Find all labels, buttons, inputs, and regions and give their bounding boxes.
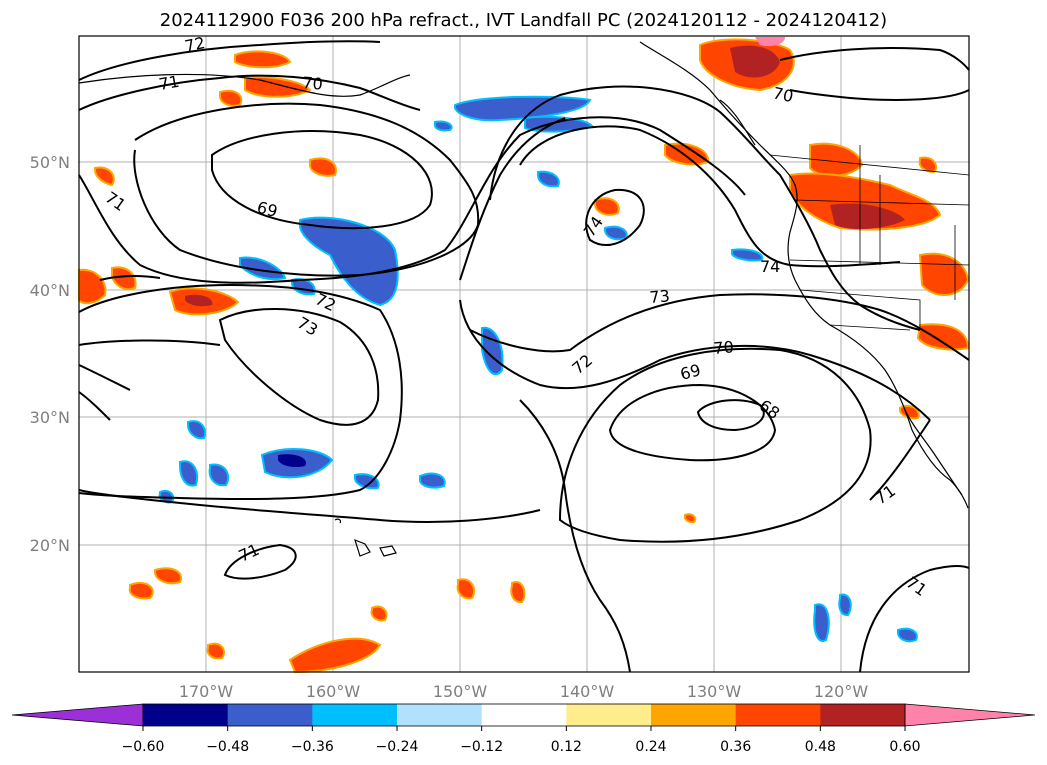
lon-label: 130°W bbox=[687, 682, 742, 701]
lon-label: 140°W bbox=[560, 682, 615, 701]
contour-label: 70 bbox=[713, 337, 735, 358]
colorbar-tick-label: −0.60 bbox=[122, 739, 165, 755]
contour-label: 71 bbox=[871, 481, 899, 508]
lon-label: 150°W bbox=[433, 682, 488, 701]
colorbar-segments bbox=[11, 703, 1036, 727]
colorbar-segment bbox=[820, 704, 906, 726]
coastlines bbox=[78, 41, 969, 557]
contour-label: 71 bbox=[102, 188, 130, 215]
colorbar-segment bbox=[481, 704, 567, 726]
colorbar-tick-label: −0.12 bbox=[460, 739, 503, 755]
longitude-labels: 170°W 160°W 150°W 140°W 130°W 120°W bbox=[179, 682, 869, 701]
contour-label: 73 bbox=[649, 286, 671, 307]
contour-label: 74 bbox=[580, 213, 607, 241]
contour-label: 69 bbox=[678, 360, 703, 384]
colorbar-segment bbox=[227, 704, 313, 726]
figure-title: 2024112900 F036 200 hPa refract., IVT La… bbox=[159, 10, 888, 31]
colorbar-tick-label: 0.60 bbox=[889, 739, 920, 755]
colorbar-ticks: −0.60 −0.48 −0.36 −0.24 −0.12 0.12 0.24 0.36 0.4… bbox=[122, 726, 921, 755]
contour-label: 74 bbox=[760, 257, 780, 276]
contour-label: 68 bbox=[756, 396, 784, 423]
colorbar-segment bbox=[735, 704, 821, 726]
colorbar-segment bbox=[566, 704, 652, 726]
colorbar-tick-label: −0.36 bbox=[291, 739, 334, 755]
contour-label: 73 bbox=[294, 313, 321, 340]
colorbar: −0.60 −0.48 −0.36 −0.24 −0.12 0.12 0.24 0.36 0.4… bbox=[11, 703, 1036, 755]
colorbar-extend-max bbox=[904, 703, 1036, 727]
ivt-negative-shading bbox=[158, 95, 918, 643]
contour-label: 70 bbox=[302, 73, 324, 94]
colorbar-frame bbox=[142, 703, 906, 727]
colorbar-tick-label: −0.24 bbox=[376, 739, 419, 755]
contour-label: 72 bbox=[183, 33, 207, 56]
lon-label: 170°W bbox=[179, 682, 234, 701]
contour-label: 69 bbox=[255, 198, 280, 222]
colorbar-tick-label: 0.36 bbox=[720, 739, 751, 755]
contour-label: 72 bbox=[312, 289, 338, 315]
lon-label: 120°W bbox=[814, 682, 869, 701]
political-borders bbox=[769, 145, 970, 331]
contour-label: 70 bbox=[771, 83, 795, 106]
contour-label: 71 bbox=[903, 573, 931, 600]
contour-label: 71 bbox=[236, 540, 262, 566]
contour-label: 72 bbox=[568, 350, 596, 378]
lat-label: 30°N bbox=[30, 408, 70, 427]
lon-label: 160°W bbox=[306, 682, 361, 701]
graticule bbox=[79, 36, 969, 672]
lat-label: 40°N bbox=[30, 281, 70, 300]
colorbar-tick-label: 0.48 bbox=[805, 739, 836, 755]
map-frame bbox=[78, 35, 970, 673]
contour-label: 71 bbox=[157, 72, 180, 94]
lat-label: 50°N bbox=[30, 153, 70, 172]
contour-lines bbox=[78, 40, 970, 673]
ivt-positive-shading bbox=[78, 37, 970, 674]
colorbar-extend-min bbox=[11, 703, 144, 727]
latitude-labels: 50°N 40°N 30°N 20°N bbox=[30, 153, 70, 555]
colorbar-segment bbox=[312, 704, 398, 726]
colorbar-segment bbox=[397, 704, 483, 726]
colorbar-tick-label: 0.24 bbox=[635, 739, 666, 755]
colorbar-tick-label: −0.48 bbox=[206, 739, 249, 755]
colorbar-tick-label: 0.12 bbox=[551, 739, 582, 755]
lat-label: 20°N bbox=[30, 536, 70, 555]
colorbar-segment bbox=[143, 704, 229, 726]
colorbar-segment bbox=[651, 704, 737, 726]
